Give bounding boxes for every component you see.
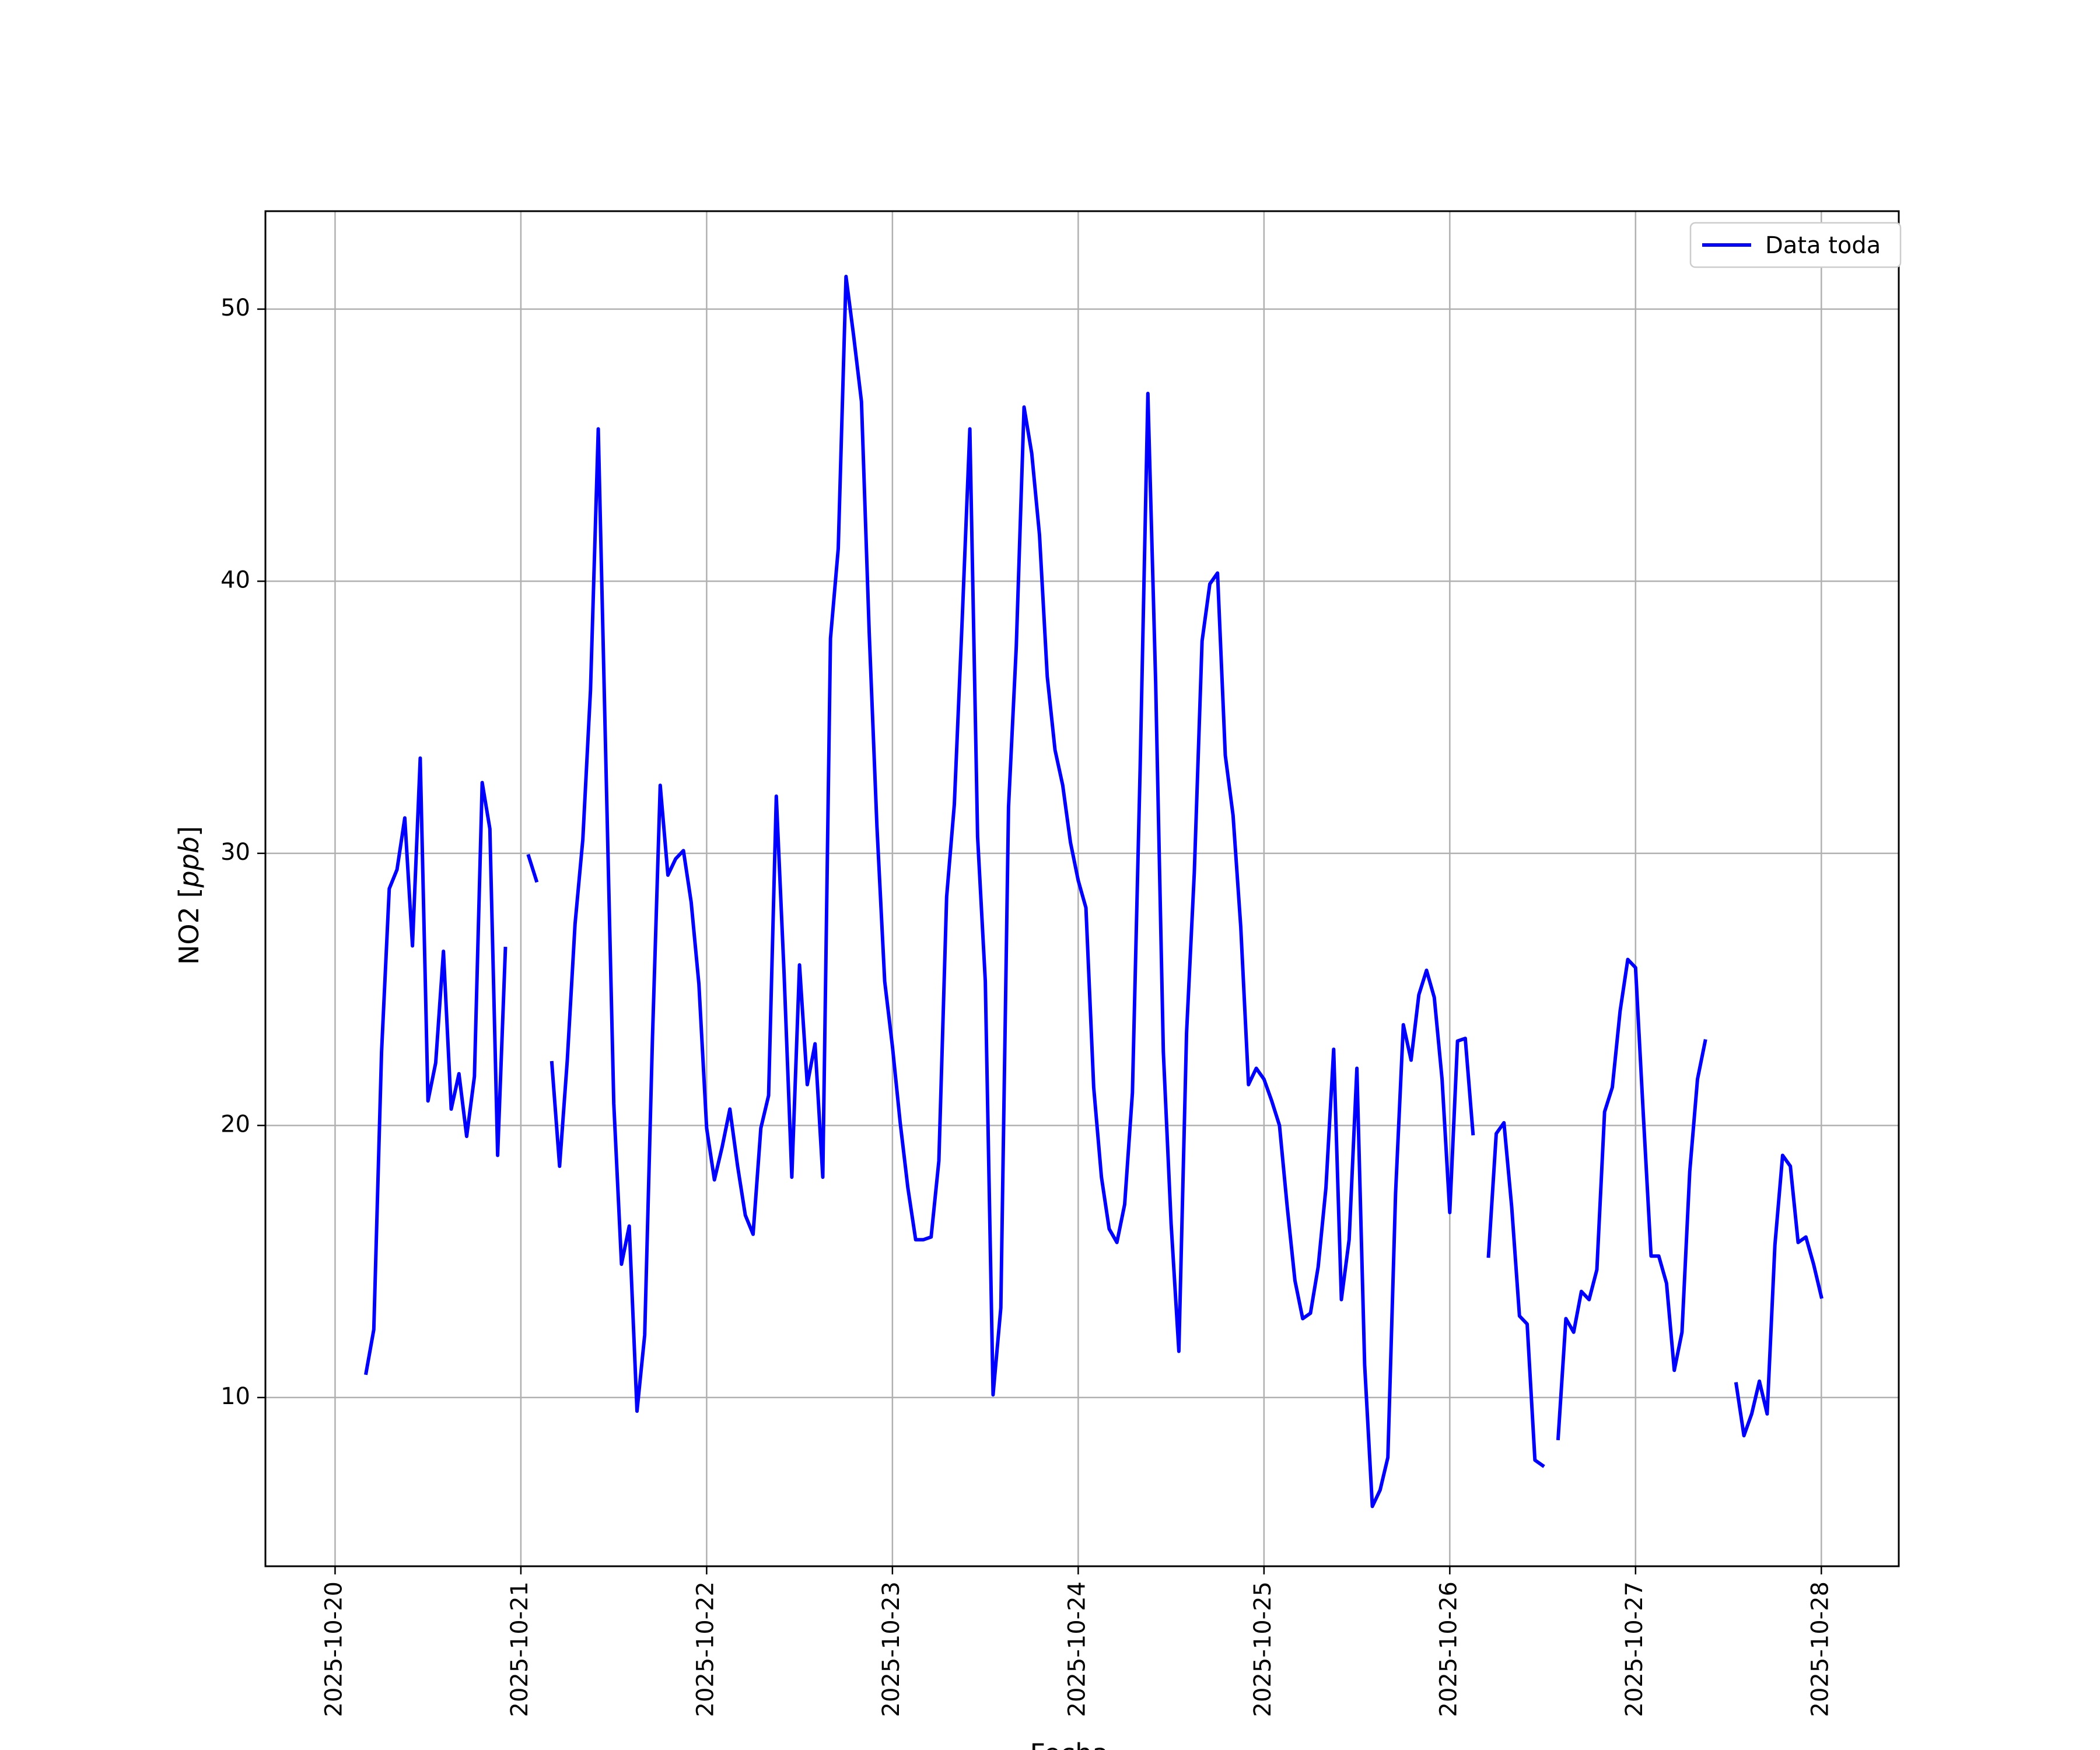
x-axis-ticks: 2025-10-20 2025-10-21 2025-10-22 2025-10-23… <box>320 1566 1833 1717</box>
legend-label: Data toda <box>1765 232 1881 259</box>
x-tick-label: 2025-10-23 <box>878 1581 905 1717</box>
series-line-segment <box>1486 1121 1545 1468</box>
series-line-segment <box>550 275 1475 1508</box>
x-tick-label: 2025-10-26 <box>1435 1581 1462 1717</box>
legend: Data toda <box>1689 222 1902 268</box>
y-axis-label-unit: ppb <box>173 836 205 888</box>
x-tick-label: 2025-10-22 <box>692 1581 719 1717</box>
series-line-segment <box>1734 1153 1824 1438</box>
series-line-segment <box>364 756 508 1376</box>
x-axis-label: Fecha <box>1030 1738 1109 1750</box>
series-line-segment <box>526 853 539 883</box>
y-axis-label-suffix: ] <box>173 826 205 836</box>
y-tick-label: 20 <box>220 1111 250 1138</box>
y-axis-label: NO2 [ppb] <box>173 826 205 965</box>
x-tick-label: 2025-10-21 <box>506 1581 533 1717</box>
y-tick-label: 10 <box>220 1383 250 1410</box>
x-tick-label: 2025-10-20 <box>320 1581 347 1717</box>
series-line-segment <box>1556 957 1707 1440</box>
y-axis-label-prefix: NO2 [ <box>173 888 205 965</box>
y-tick-label: 40 <box>220 566 250 593</box>
x-tick-label: 2025-10-25 <box>1250 1581 1276 1717</box>
y-axis-ticks: 10 20 30 40 50 <box>220 295 265 1410</box>
axes-frame <box>264 210 1900 1567</box>
plot-series <box>364 275 1824 1508</box>
x-tick-label: 2025-10-28 <box>1807 1581 1833 1717</box>
y-tick-label: 30 <box>220 839 250 866</box>
y-tick-label: 50 <box>220 295 250 321</box>
x-tick-label: 2025-10-27 <box>1621 1581 1648 1717</box>
legend-box <box>1689 222 1902 268</box>
grid-lines <box>265 211 1899 1566</box>
x-tick-label: 2025-10-24 <box>1063 1581 1090 1717</box>
